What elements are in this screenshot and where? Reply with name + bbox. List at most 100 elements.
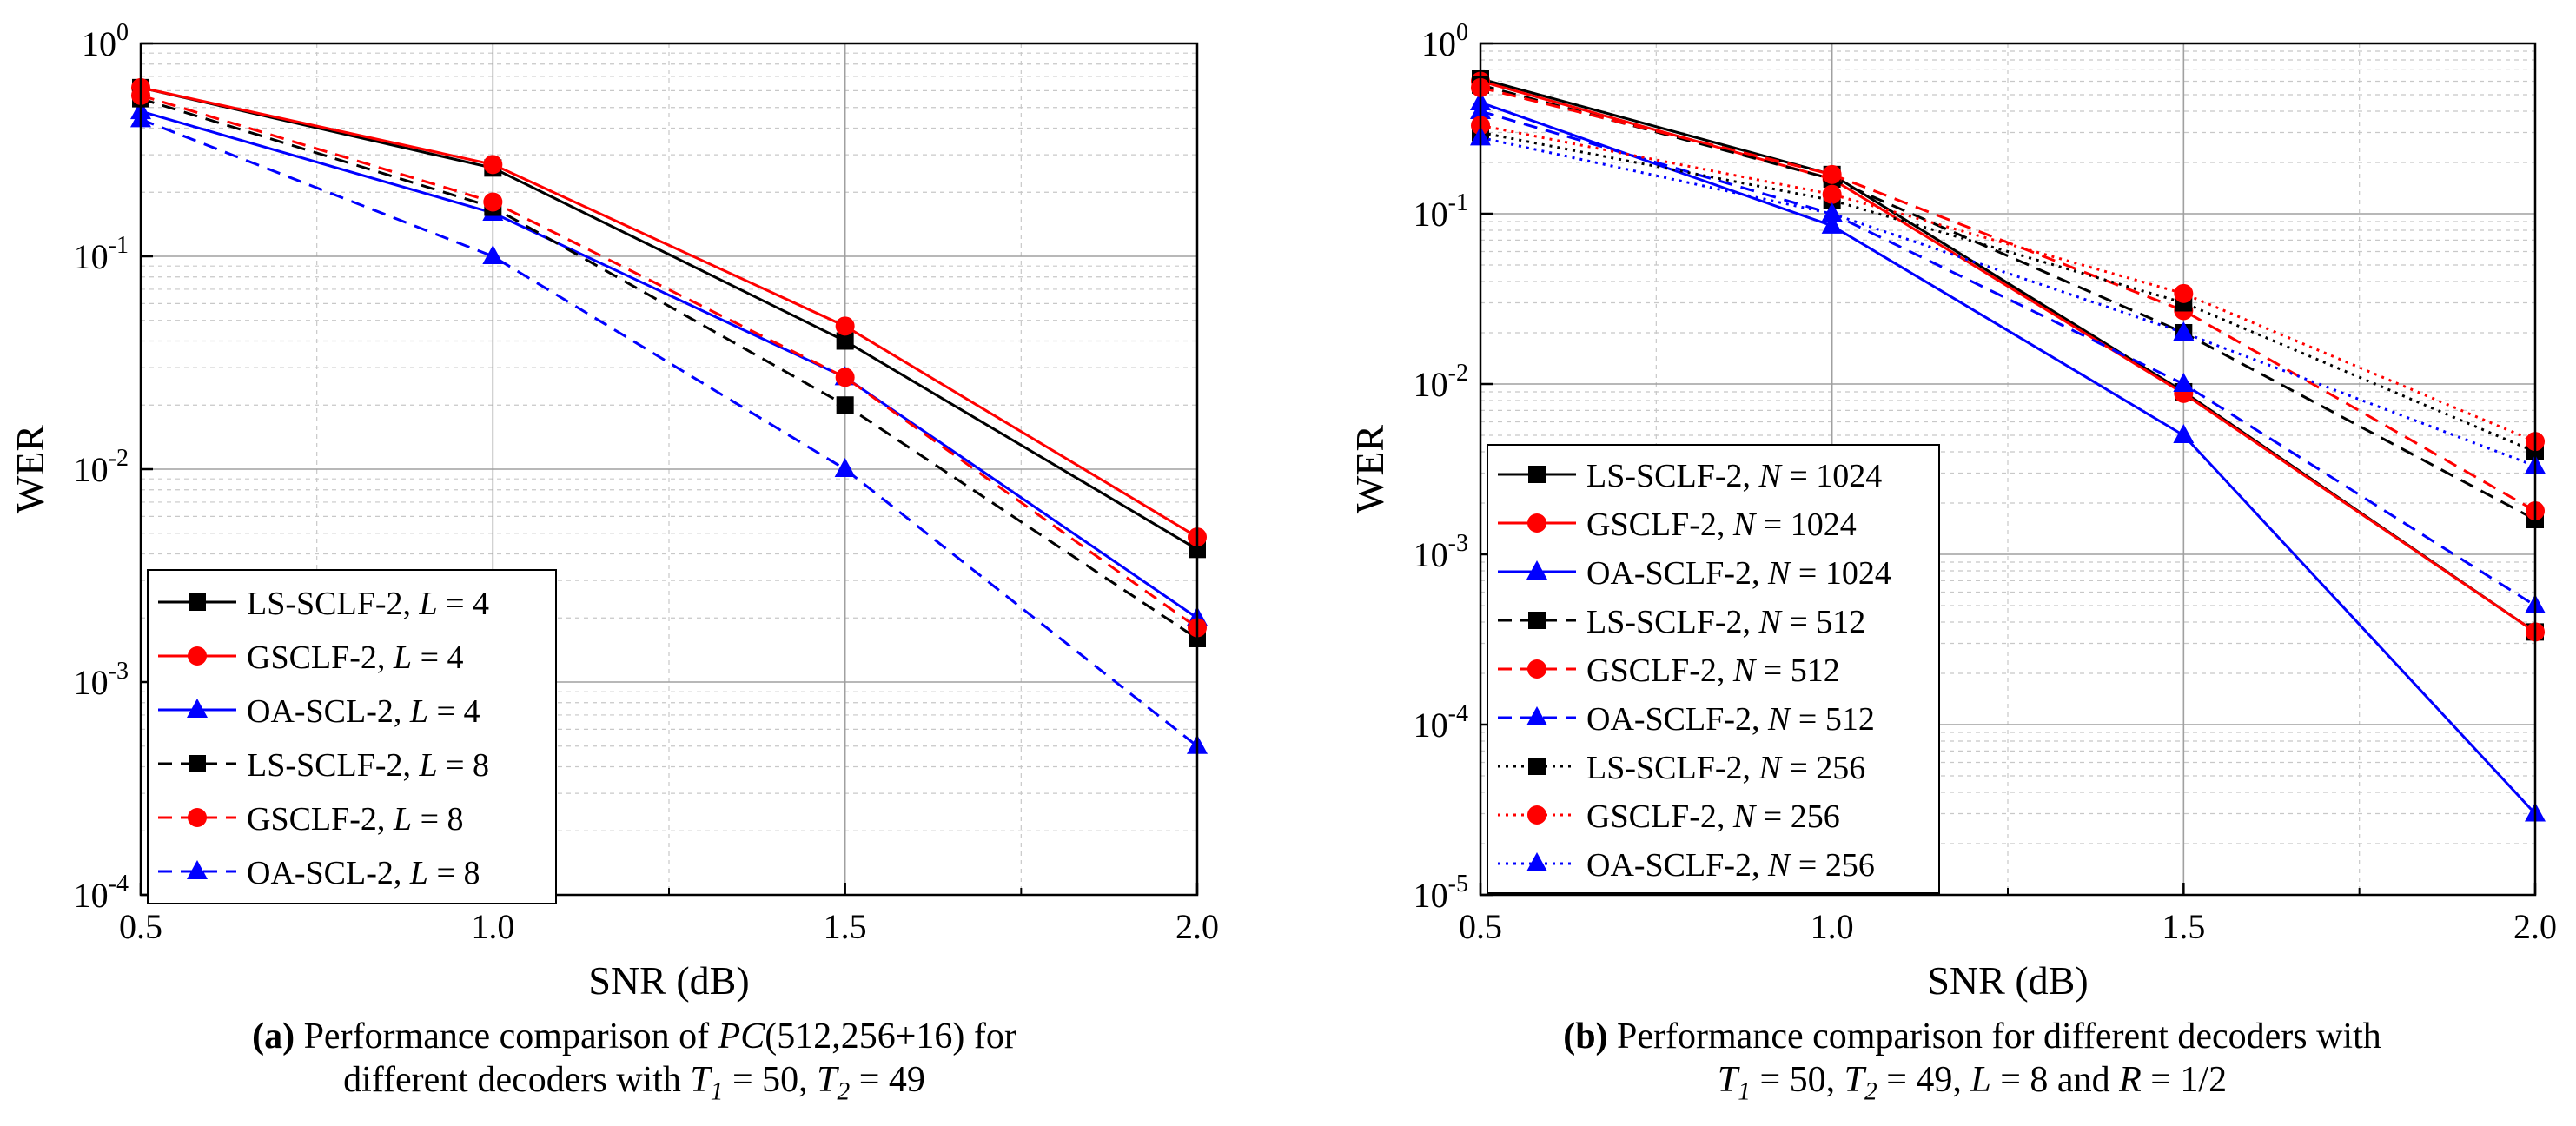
caption-b-l: L <box>1970 1060 1991 1100</box>
legend-label: GSCLF-2, L = 4 <box>247 639 464 676</box>
data-point <box>836 332 854 350</box>
legend-marker <box>1527 513 1546 533</box>
caption-a-t1-sub: 1 <box>710 1077 724 1106</box>
y-axis-label: WER <box>1348 425 1392 514</box>
legend-box <box>1487 444 1940 894</box>
x-axis-label: SNR (dB) <box>1927 958 2088 1003</box>
x-tick-label: 1.0 <box>1811 907 1854 946</box>
legend-item: LS-SCLF-2, L = 8 <box>158 747 489 784</box>
series-line <box>1480 123 2536 443</box>
legend-item: LS-SCLF-2, N = 512 <box>1498 604 1865 640</box>
x-tick-label: 2.0 <box>2513 907 2557 946</box>
caption-b-t1: T <box>1717 1060 1738 1100</box>
data-point <box>835 368 855 387</box>
chart-a: 0.5 1.0 1.5 2.0 SNR (dB) 100 10-1 10-2 10-3 10-4 W… <box>8 19 1219 1003</box>
legend-item: LS-SCLF-2, N = 256 <box>1498 750 1865 786</box>
caption-a-label: (a) <box>252 1017 295 1056</box>
series-line <box>140 109 1198 619</box>
caption-b-t2-val: = 49, <box>1877 1060 1971 1100</box>
legend-item: GSCLF-2, N = 1024 <box>1498 507 1857 543</box>
series-line <box>140 94 1198 629</box>
legend-item: GSCLF-2, N = 256 <box>1498 798 1840 835</box>
data-point <box>2173 373 2195 392</box>
legend-marker <box>187 860 208 879</box>
series-line <box>140 97 1198 640</box>
legend-label: LS-SCLF-2, N = 1024 <box>1586 458 1882 494</box>
legend-marker <box>189 593 206 611</box>
data-point <box>2174 283 2194 303</box>
series <box>131 77 1207 547</box>
caption-b: (b) Performance comparison for different… <box>1407 1015 2537 1113</box>
legend-label: LS-SCLF-2, N = 256 <box>1586 750 1865 786</box>
series-line <box>1480 86 2536 513</box>
legend-item: GSCLF-2, L = 8 <box>158 801 464 838</box>
series-line <box>1480 136 2536 467</box>
y-tick-label: 10-1 <box>1414 189 1468 234</box>
x-tick-label: 2.0 <box>1175 907 1219 946</box>
data-point <box>1821 202 1843 222</box>
legend-item: OA-SCLF-2, N = 256 <box>1498 847 1875 884</box>
data-point <box>482 245 504 264</box>
caption-a-text2: different decoders with <box>343 1060 691 1100</box>
caption-a-t2-sub: 2 <box>837 1077 851 1106</box>
caption-b-r-val: = 1/2 <box>2141 1060 2228 1100</box>
legend-item: LS-SCLF-2, L = 4 <box>158 586 489 622</box>
legend-marker <box>1528 612 1546 629</box>
legend-item: LS-SCLF-2, N = 1024 <box>1498 458 1882 494</box>
caption-a: (a) Performance comparison of PC(512,256… <box>70 1015 1199 1113</box>
series-line <box>140 117 1198 747</box>
y-tick-label: 10-3 <box>1414 530 1468 574</box>
legend-item: OA-SCL-2, L = 8 <box>158 855 480 891</box>
y-tick-label: 10-4 <box>1414 700 1468 745</box>
legend-marker <box>187 699 208 718</box>
caption-b-t1-val: = 50, <box>1750 1060 1844 1100</box>
data-point <box>1822 184 1842 204</box>
legend-item: OA-SCL-2, L = 4 <box>158 693 480 730</box>
legend-marker <box>1526 706 1547 725</box>
y-axis-label: WER <box>8 425 52 514</box>
data-point <box>2173 321 2195 341</box>
caption-b-t2-sub: 2 <box>1864 1077 1877 1106</box>
legend-marker <box>1526 560 1547 580</box>
legend: LS-SCLF-2, N = 1024 GSCLF-2, N = 1024 OA-S… <box>1487 444 1940 894</box>
caption-a-t1-val: = 50, <box>723 1060 818 1100</box>
series-line <box>140 86 1198 551</box>
legend-label: OA-SCLF-2, N = 512 <box>1586 701 1875 738</box>
x-axis: 0.5 1.0 1.5 2.0 SNR (dB) <box>1459 883 2557 1003</box>
legend-marker <box>189 755 206 772</box>
x-tick-label: 1.0 <box>471 907 514 946</box>
data-point <box>836 396 854 414</box>
caption-b-text1: Performance comparison for different dec… <box>1607 1017 2381 1056</box>
x-axis: 0.5 1.0 1.5 2.0 SNR (dB) <box>119 883 1219 1003</box>
caption-b-r: R <box>2119 1060 2142 1100</box>
legend-label: LS-SCLF-2, L = 8 <box>247 747 489 784</box>
legend-marker <box>188 808 207 827</box>
y-tick-label: 10-4 <box>74 871 129 915</box>
caption-a-text1: Performance comparison of <box>295 1017 718 1056</box>
legend-marker <box>1528 758 1546 775</box>
x-tick-label: 0.5 <box>119 907 162 946</box>
legend: LS-SCLF-2, L = 4 GSCLF-2, L = 4 OA-SCL-2, … <box>147 569 557 904</box>
series-line <box>1480 109 2536 607</box>
caption-a-t2: T <box>817 1060 838 1100</box>
x-axis-label: SNR (dB) <box>588 958 749 1003</box>
data-point <box>1821 214 1843 234</box>
caption-a-math: PC <box>718 1017 765 1056</box>
legend-label: OA-SCLF-2, N = 1024 <box>1586 555 1891 592</box>
x-tick-label: 1.5 <box>2162 907 2205 946</box>
legend-marker <box>1526 852 1547 871</box>
series-line <box>1480 101 2537 815</box>
series-line <box>140 86 1198 539</box>
legend-marker <box>1527 805 1546 825</box>
legend-label: OA-SCL-2, L = 4 <box>247 693 480 730</box>
y-tick-label: 10-1 <box>74 232 129 276</box>
legend-label: OA-SCLF-2, N = 256 <box>1586 847 1875 884</box>
legend-item: OA-SCLF-2, N = 512 <box>1498 701 1875 738</box>
caption-a-t2-val: = 49 <box>850 1060 925 1100</box>
data-point <box>2173 424 2195 444</box>
caption-b-l-val: = 8 and <box>1990 1060 2120 1100</box>
caption-b-t1-sub: 1 <box>1738 1077 1751 1106</box>
data-point <box>834 458 856 477</box>
